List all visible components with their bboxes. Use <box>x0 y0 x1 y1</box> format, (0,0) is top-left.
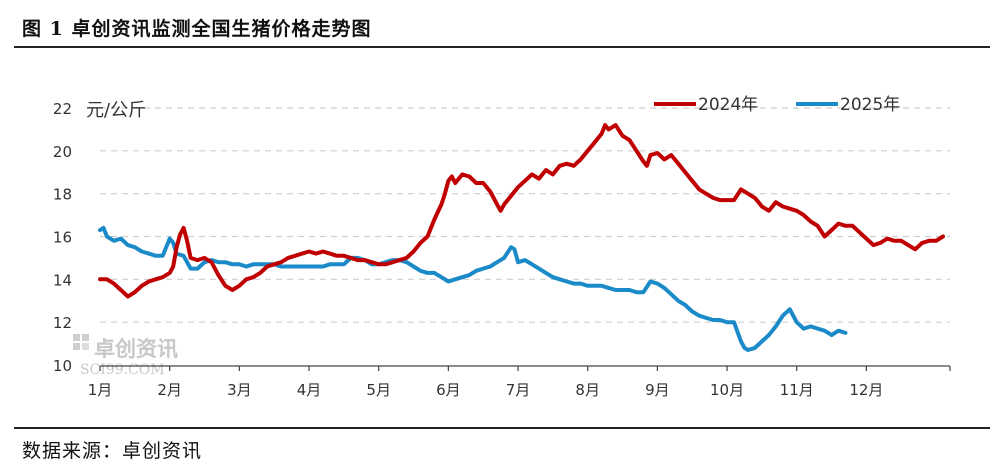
y-axis-unit: 元/公斤 <box>86 100 146 121</box>
legend-label-2025: 2025年 <box>840 95 900 115</box>
x-tick-label-11: 12月 <box>849 381 883 399</box>
x-tick-label-4: 5月 <box>366 381 391 399</box>
x-tick-label-9: 10月 <box>710 381 744 399</box>
x-tick-label-6: 7月 <box>506 381 531 399</box>
x-axis-ticks: 1月 2月 3月 4月 5月 6月 7月 8月 9月 10月 11月 12月 <box>88 366 951 399</box>
y-tick-label-22: 22 <box>53 100 72 118</box>
series-line-2024 <box>98 123 945 299</box>
y-tick-label-14: 14 <box>53 271 72 289</box>
top-rule <box>14 46 990 48</box>
x-tick-label-2: 3月 <box>227 381 252 399</box>
x-tick-label-3: 4月 <box>297 381 322 399</box>
y-tick-label-16: 16 <box>53 229 72 247</box>
grid-lines <box>100 107 950 323</box>
y-axis-ticks: 10 12 14 16 18 20 22 <box>53 100 72 375</box>
watermark: 卓创资讯 SCI99.COM <box>73 334 178 378</box>
series-line-2025 <box>98 225 848 352</box>
x-tick-label-0: 1月 <box>88 381 113 399</box>
y-tick-label-10: 10 <box>53 357 72 375</box>
x-tick-label-7: 8月 <box>575 381 600 399</box>
series-lines <box>98 123 945 352</box>
x-tick-label-8: 9月 <box>645 381 670 399</box>
watermark-url: SCI99.COM <box>80 362 165 378</box>
x-tick-label-5: 6月 <box>436 381 461 399</box>
data-source: 数据来源：卓创资讯 <box>22 440 203 462</box>
legend-label-2024: 2024年 <box>698 95 758 115</box>
y-tick-label-12: 12 <box>53 314 72 332</box>
figure-title: 图 1 卓创资讯监测全国生猪价格走势图 <box>22 18 372 40</box>
watermark-logo <box>73 334 89 350</box>
bottom-rule <box>14 427 990 429</box>
y-tick-label-20: 20 <box>53 143 72 161</box>
y-tick-label-18: 18 <box>53 186 72 204</box>
legend: 2024年 2025年 <box>654 95 900 115</box>
x-tick-label-10: 11月 <box>780 381 814 399</box>
x-tick-label-1: 2月 <box>157 381 182 399</box>
watermark-name: 卓创资讯 <box>94 337 178 361</box>
